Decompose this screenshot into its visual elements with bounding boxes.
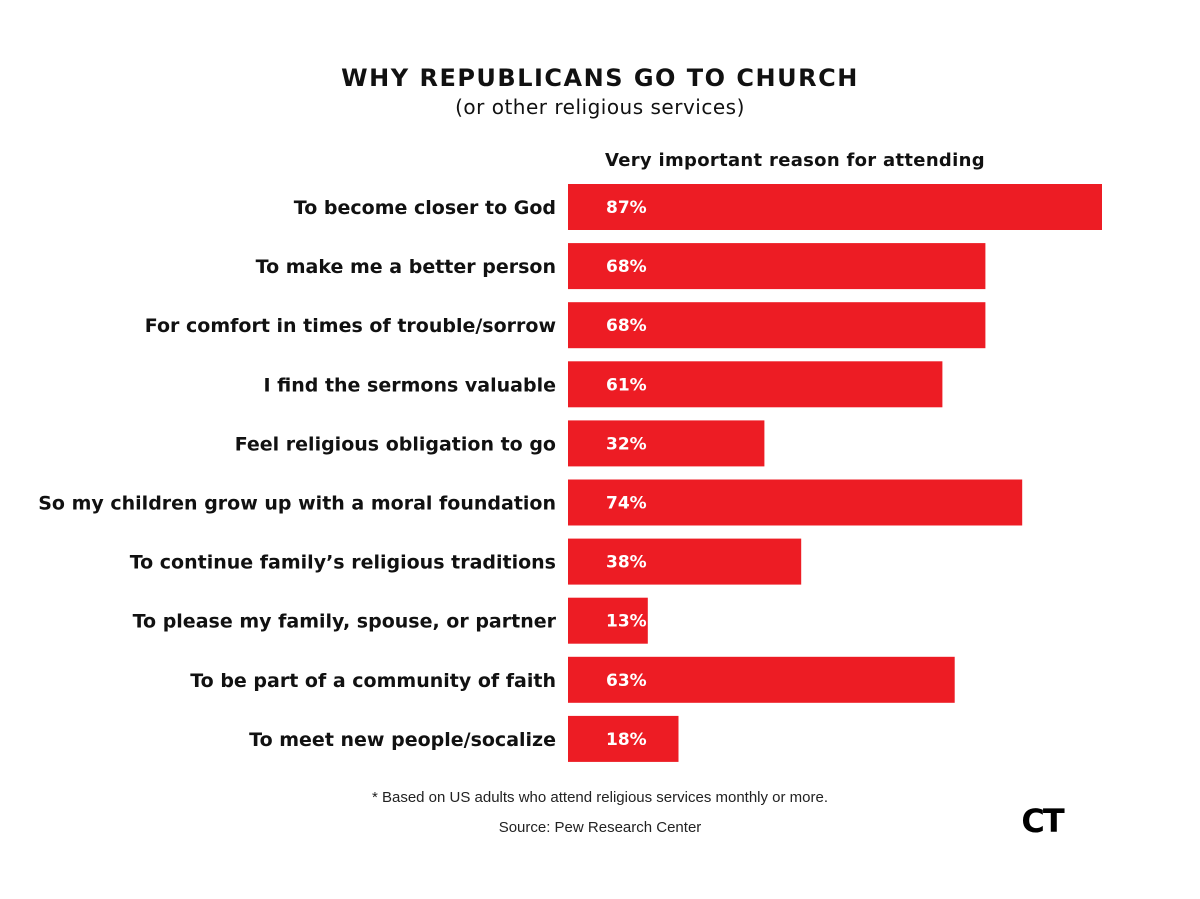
value-label: 68% (606, 257, 647, 277)
bar (568, 420, 765, 467)
bar-chart: To become closer to God 87% To make me a b… (38, 184, 1102, 762)
value-label: 18% (606, 730, 647, 750)
value-label: 87% (606, 198, 647, 218)
value-label: 13% (606, 612, 647, 632)
value-label: 61% (606, 375, 647, 395)
column-header: Very important reason for attending (605, 150, 985, 171)
value-label: 32% (606, 434, 647, 454)
category-label: To meet new people/socalize (249, 729, 556, 751)
category-label: To please my family, spouse, or partner (133, 611, 557, 633)
value-label: 74% (606, 494, 647, 514)
category-label: I find the sermons valuable (263, 374, 556, 396)
footnote: * Based on US adults who attend religiou… (0, 788, 1200, 808)
bar (568, 656, 955, 703)
bar (568, 597, 648, 644)
category-label: For comfort in times of trouble/sorrow (145, 315, 556, 337)
bar (568, 479, 1023, 526)
chart-subtitle: (or other religious services) (455, 95, 745, 119)
source-note: Source: Pew Research Center (498, 819, 702, 836)
category-label: To continue family’s religious tradition… (130, 552, 556, 574)
bar (568, 361, 943, 408)
bar (568, 302, 986, 349)
ct-logo: CT (1021, 802, 1066, 840)
bar (568, 715, 679, 762)
bar (568, 538, 802, 585)
category-label: To make me a better person (256, 256, 556, 278)
chart-title: WHY REPUBLICANS GO TO CHURCH (341, 64, 859, 92)
bar (568, 243, 986, 290)
value-label: 68% (606, 316, 647, 336)
footnote-text: Based on US adults who attend religious … (381, 789, 829, 806)
value-label: 38% (606, 553, 647, 573)
value-label: 63% (606, 671, 647, 691)
category-label: Feel religious obligation to go (235, 433, 556, 455)
bar (568, 184, 1102, 230)
ct-logo-text: CT (1021, 802, 1064, 840)
category-label: To be part of a community of faith (190, 670, 556, 692)
category-label: To become closer to God (294, 197, 556, 219)
footnote-mark: * (371, 789, 378, 806)
category-label: So my children grow up with a moral foun… (38, 493, 556, 515)
